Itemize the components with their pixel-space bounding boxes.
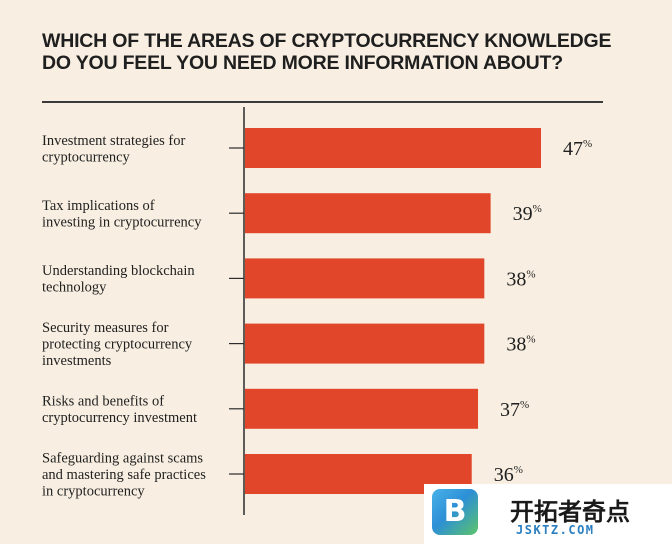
category-label-line: investments	[42, 353, 112, 369]
category-label-line: Risks and benefits of	[42, 394, 164, 410]
category-label-line: cryptocurrency	[42, 149, 131, 165]
watermark-logo-letter: B	[443, 494, 467, 529]
category-label: Risks and benefits of cryptocurrency inve…	[42, 394, 197, 427]
watermark: B 开拓者奇点 JSKTZ.COM	[424, 484, 672, 544]
category-label-line: investing in cryptocurrency	[42, 214, 202, 230]
bar	[245, 258, 485, 299]
title-divider	[42, 101, 603, 103]
category-label: Tax implications of investing in cryptocu…	[42, 198, 202, 231]
bar	[245, 323, 485, 364]
data-label: 38%	[506, 334, 535, 356]
data-label-unit: %	[583, 138, 592, 150]
chart-title-line-2: DO YOU FEEL YOU NEED MORE INFORMATION AB…	[42, 52, 563, 74]
bar	[245, 193, 491, 234]
data-label: 47%	[563, 138, 592, 160]
watermark-url: JSKTZ.COM	[516, 523, 595, 537]
category-label-line: technology	[42, 280, 107, 296]
data-label-unit: %	[533, 203, 542, 215]
category-label-line: protecting cryptocurrency	[42, 337, 193, 353]
data-label-unit: %	[526, 268, 535, 280]
watermark-name: 开拓者奇点	[510, 498, 630, 526]
chart-title: WHICH OF THE AREAS OF CRYPTOCURRENCY KNO…	[42, 30, 632, 74]
category-label-line: and mastering safe practices	[42, 467, 206, 483]
data-label: 39%	[513, 203, 542, 225]
category-label-line: Safeguarding against scams	[42, 451, 203, 467]
watermark-logo-icon: B	[432, 489, 478, 535]
data-label: 37%	[500, 399, 529, 421]
category-label-line: cryptocurrency investment	[42, 410, 197, 426]
category-label-line: in cryptocurrency	[42, 484, 145, 500]
data-label-unit: %	[526, 334, 535, 346]
category-label-line: Tax implications of	[42, 198, 155, 214]
bar	[245, 388, 479, 429]
category-label-line: Understanding blockchain	[42, 263, 195, 279]
category-label: Understanding blockchain technology	[42, 263, 195, 296]
category-label: Investment strategies for cryptocurrency	[42, 133, 186, 166]
chart-title-line-1: WHICH OF THE AREAS OF CRYPTOCURRENCY KNO…	[42, 30, 612, 52]
data-label-unit: %	[520, 399, 529, 411]
data-label: 38%	[506, 268, 535, 290]
data-label: 36%	[494, 464, 523, 486]
bar	[245, 128, 541, 168]
category-label-line: Security measures for	[42, 320, 169, 336]
category-label: Security measures for protecting cryptocu…	[42, 320, 193, 369]
category-label: Safeguarding against scams and mastering …	[42, 451, 206, 500]
category-label-line: Investment strategies for	[42, 133, 186, 149]
data-label-unit: %	[514, 464, 523, 476]
